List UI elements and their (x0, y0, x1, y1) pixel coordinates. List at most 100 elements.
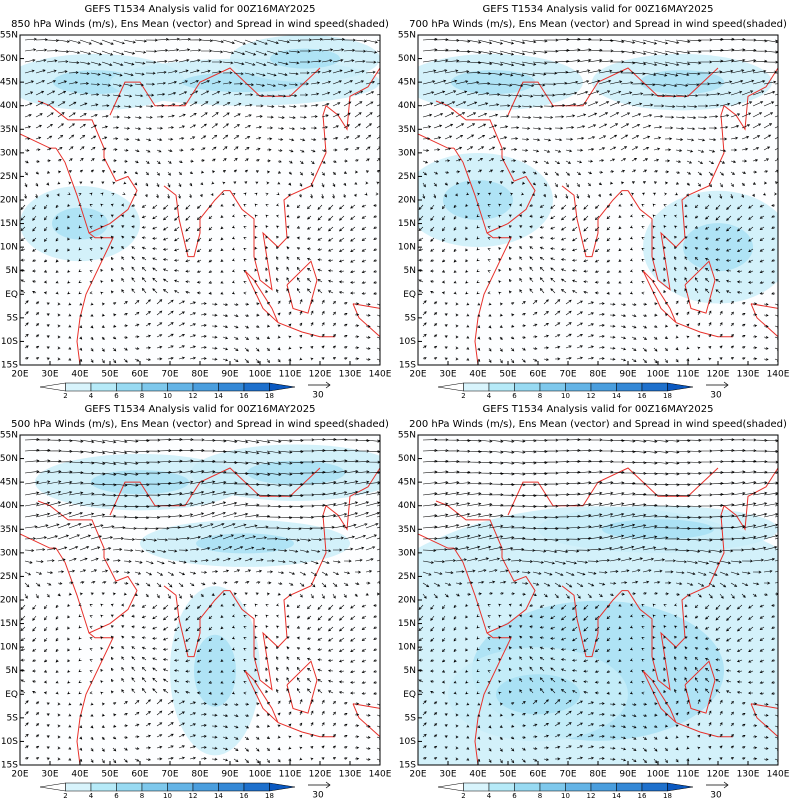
longitude-label: 140E (767, 770, 790, 780)
spread-shading (683, 223, 753, 272)
coastline (642, 670, 677, 723)
latitude-label: 5S (405, 313, 417, 323)
longitude-label: 90E (619, 770, 636, 780)
latitude-label: 10S (1, 737, 18, 747)
longitude-label: 120E (309, 370, 332, 380)
latitude-label: 45N (0, 478, 18, 488)
colorbar-cell (539, 782, 566, 792)
colorbar-cell (641, 382, 668, 392)
colorbar-label: 4 (487, 392, 492, 400)
coastline (642, 270, 677, 323)
coastline (163, 185, 230, 258)
latitude-label: 15S (399, 761, 416, 771)
spread-shading (451, 70, 535, 95)
longitude-label: 100E (249, 770, 272, 780)
colorbar-cell (167, 782, 194, 792)
latitude-label: EQ (403, 290, 416, 300)
colorbar-label: 16 (240, 392, 249, 400)
colorbar-cell (39, 782, 66, 792)
colorbar-label: 4 (487, 792, 492, 800)
reference-vector-label: 30 (312, 391, 324, 401)
latitude-label: 15S (399, 361, 416, 371)
colorbar-cell (167, 382, 194, 392)
longitude-label: 20E (11, 770, 28, 780)
colorbar-cell (90, 782, 117, 792)
spread-shading (52, 207, 108, 240)
colorbar-cell (616, 382, 643, 392)
reference-vector-label: 30 (710, 391, 722, 401)
latitude-label: 15N (398, 219, 416, 229)
colorbar-label: 18 (663, 792, 672, 800)
latitude-label: 15N (0, 219, 18, 229)
colorbar-cell (437, 382, 464, 392)
spread-shading (496, 674, 580, 715)
colorbar-label: 2 (461, 392, 465, 400)
colorbar-label: 6 (512, 792, 517, 800)
colorbar-cell (667, 382, 694, 392)
spread-shading (443, 180, 513, 220)
panel-subtitle: 500 hPa Winds (m/s), Ens Mean (vector) a… (11, 419, 389, 430)
latitude-label: 35N (0, 125, 18, 135)
latitude-label: 10N (0, 643, 18, 653)
colorbar-label: 10 (561, 792, 570, 800)
colorbar-cell (269, 382, 296, 392)
latitude-label: 55N (0, 31, 18, 41)
colorbar-cell (539, 382, 566, 392)
latitude-label: EQ (403, 690, 416, 700)
coastline (435, 100, 536, 234)
longitude-label: 60E (529, 370, 546, 380)
longitude-label: 20E (11, 370, 28, 380)
colorbar-cell (565, 782, 592, 792)
longitude-label: 80E (589, 370, 606, 380)
colorbar-label: 4 (89, 792, 94, 800)
wind-vectors (418, 37, 778, 364)
colorbar-cell (218, 382, 245, 392)
latitude-label: 10N (398, 243, 416, 253)
colorbar-label: 16 (638, 792, 647, 800)
longitude-label: 120E (707, 370, 730, 380)
latitude-label: 35N (398, 125, 416, 135)
longitude-label: 60E (131, 770, 148, 780)
colorbar-label: 16 (240, 792, 249, 800)
panel-title: GEFS T1534 Analysis valid for 00Z16MAY20… (85, 404, 316, 415)
latitude-label: 10N (398, 643, 416, 653)
colorbar-cell (565, 382, 592, 392)
latitude-label: 30N (0, 548, 18, 558)
latitude-label: 10S (1, 337, 18, 347)
panel: GEFS T1534 Analysis valid for 00Z16MAY20… (398, 404, 790, 800)
latitude-label: 15N (398, 619, 416, 629)
coastline (435, 500, 536, 634)
panel-subtitle: 700 hPa Winds (m/s), Ens Mean (vector) a… (409, 19, 787, 30)
latitude-label: 5N (6, 666, 18, 676)
colorbar-cell (488, 782, 515, 792)
longitude-label: 130E (737, 370, 760, 380)
longitude-label: 60E (529, 770, 546, 780)
colorbar-cell (590, 782, 617, 792)
spread-shading (196, 533, 294, 554)
colorbar-cell (39, 382, 66, 392)
colorbar-label: 4 (89, 392, 94, 400)
coastline (627, 67, 778, 291)
latitude-label: EQ (5, 290, 18, 300)
coastline (675, 322, 733, 338)
wind-vectors (20, 37, 380, 364)
colorbar-label: 12 (587, 392, 596, 400)
latitude-label: 25N (398, 172, 416, 182)
latitude-label: 25N (0, 172, 18, 182)
latitude-label: 30N (0, 148, 18, 158)
latitude-label: 20N (398, 596, 416, 606)
latitude-label: 50N (398, 54, 416, 64)
coastline (244, 670, 279, 723)
panel-subtitle: 850 hPa Winds (m/s), Ens Mean (vector) a… (11, 19, 389, 30)
colorbar-cell (65, 382, 92, 392)
coastline (109, 467, 321, 516)
colorbar-label: 16 (638, 392, 647, 400)
latitude-label: 40N (0, 101, 18, 111)
spread-shading (194, 634, 236, 707)
longitude-label: 130E (737, 770, 760, 780)
latitude-label: 5S (405, 713, 417, 723)
longitude-label: 40E (71, 770, 88, 780)
colorbar-label: 18 (265, 392, 274, 400)
latitude-label: 55N (0, 431, 18, 441)
